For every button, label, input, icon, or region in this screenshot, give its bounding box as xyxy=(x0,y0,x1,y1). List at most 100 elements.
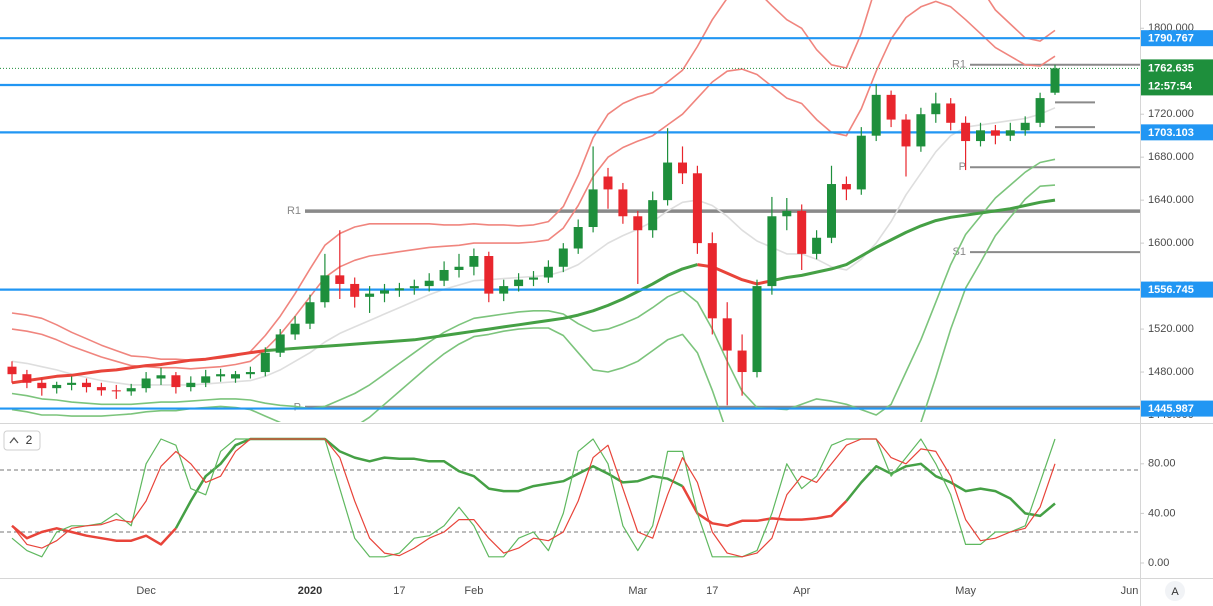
indicator-line xyxy=(265,198,1056,353)
candle-body xyxy=(22,374,32,383)
candle-body xyxy=(812,237,822,254)
candle-body xyxy=(305,302,315,324)
pivot-label: R1 xyxy=(287,205,301,217)
y-tick-label: 1520.000 xyxy=(1148,323,1194,335)
y-tick-label: 1800.000 xyxy=(1148,22,1194,34)
countdown-label: 12:57:54 xyxy=(1148,80,1193,92)
y-tick-label: 1720.000 xyxy=(1148,108,1194,120)
candle-body xyxy=(111,390,121,392)
candle-body xyxy=(439,269,449,281)
x-tick-label: 2020 xyxy=(298,585,322,597)
candle-body xyxy=(692,173,702,244)
candle-body xyxy=(424,280,434,287)
candle-body xyxy=(1020,122,1030,131)
candle-body xyxy=(275,334,285,353)
candle-body xyxy=(201,376,211,383)
x-tick-label: Jun xyxy=(1121,585,1139,597)
candle-body xyxy=(782,210,792,217)
candle-body xyxy=(573,227,583,249)
indicator-line xyxy=(11,0,1056,370)
osc-y-tick-label: 0.00 xyxy=(1148,557,1169,569)
pivot-label: R1 xyxy=(952,59,966,71)
candle-body xyxy=(931,103,941,115)
candle-body xyxy=(67,382,77,385)
candle-body xyxy=(350,283,360,297)
candle-body xyxy=(1005,130,1015,136)
candle-body xyxy=(603,176,613,190)
y-tick-label: 1680.000 xyxy=(1148,151,1194,163)
level-price-label: 1445.987 xyxy=(1148,403,1194,415)
x-tick-label: 17 xyxy=(706,585,718,597)
candle-body xyxy=(171,375,181,388)
candle-body xyxy=(588,189,598,228)
candle-body xyxy=(633,216,643,231)
candle-body xyxy=(827,184,836,238)
x-tick-label: Apr xyxy=(793,585,810,597)
candle-body xyxy=(126,388,136,392)
candle-body xyxy=(141,378,151,389)
candle-body xyxy=(737,350,747,373)
candle-body xyxy=(454,266,464,270)
candle-body xyxy=(469,256,479,267)
candle-body xyxy=(707,243,717,319)
level-price-box xyxy=(1141,124,1213,141)
y-tick-label: 1600.000 xyxy=(1148,237,1194,249)
indicator-line xyxy=(11,158,1056,416)
y-tick-label: 1640.000 xyxy=(1148,194,1194,206)
candle-body xyxy=(231,374,240,379)
candle-body xyxy=(394,288,404,291)
pane-collapse-icon[interactable] xyxy=(9,436,19,444)
x-tick-label: Mar xyxy=(628,585,647,597)
candle-body xyxy=(529,277,538,280)
y-tick-label: 1480.000 xyxy=(1148,366,1194,378)
level-price-label: 1556.745 xyxy=(1148,284,1194,296)
candle-body xyxy=(901,119,911,147)
candle-body xyxy=(752,286,762,373)
candle-body xyxy=(990,130,1000,136)
candle-body xyxy=(260,352,270,373)
candle-body xyxy=(52,384,62,389)
candle-body xyxy=(946,103,956,123)
candle-body xyxy=(484,256,494,294)
x-tick-label: May xyxy=(955,585,976,597)
x-tick-label: Feb xyxy=(464,585,483,597)
candle-body xyxy=(618,189,628,217)
candle-body xyxy=(767,216,777,287)
candle-body xyxy=(797,210,807,254)
candle-body xyxy=(245,372,255,375)
pane-label: 2 xyxy=(26,433,33,447)
candle-body xyxy=(856,135,866,190)
auto-scale-button[interactable] xyxy=(1165,581,1185,601)
candle-body xyxy=(380,290,389,294)
candle-body xyxy=(7,366,17,375)
candle-body xyxy=(186,382,196,388)
candle-body xyxy=(216,374,226,377)
candle-body xyxy=(886,94,896,120)
candle-body xyxy=(499,286,509,294)
last-price-box xyxy=(1141,59,1213,96)
candle-body xyxy=(514,279,524,287)
osc-y-tick-label: 80.00 xyxy=(1148,458,1176,470)
osc-y-tick-label: 40.00 xyxy=(1148,507,1176,519)
candle-body xyxy=(37,382,47,389)
pane-label-box[interactable] xyxy=(3,430,41,451)
candle-body xyxy=(648,200,658,231)
candle-body xyxy=(663,162,673,201)
candle-body xyxy=(678,162,687,174)
candle-body xyxy=(871,94,881,136)
candle-body xyxy=(543,266,553,278)
candle-body xyxy=(335,275,345,284)
candle-body xyxy=(82,382,91,388)
candle-body xyxy=(1050,68,1060,93)
oscillator-line xyxy=(11,438,1056,558)
level-price-box xyxy=(1141,281,1213,298)
candle-body xyxy=(558,248,568,267)
candle-body xyxy=(156,375,166,379)
auto-scale-label[interactable]: A xyxy=(1171,586,1179,598)
candle-body xyxy=(409,286,419,289)
level-price-label: 1790.767 xyxy=(1148,33,1194,45)
